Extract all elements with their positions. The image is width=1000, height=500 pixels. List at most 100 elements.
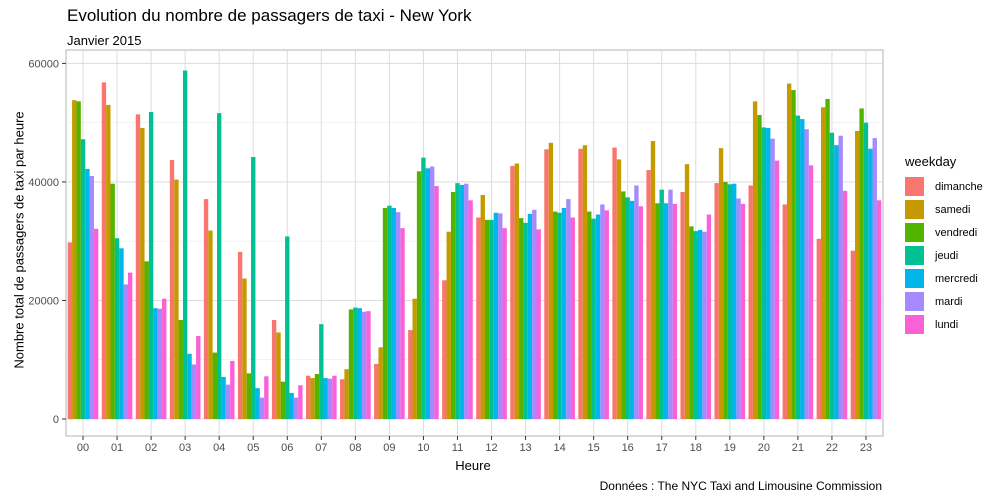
bar-samedi-08: [344, 369, 349, 419]
bar-samedi-12: [480, 194, 485, 419]
x-tick-label: 03: [179, 442, 191, 454]
bar-dimanche-04: [203, 199, 209, 419]
x-tick-label: 20: [758, 442, 770, 454]
y-tick-label: 60000: [28, 58, 59, 70]
bar-lundi-22: [842, 190, 848, 419]
bar-dimanche-13: [510, 165, 515, 419]
legend-item-lundi: lundi: [905, 313, 983, 336]
bar-samedi-14: [548, 142, 554, 420]
bar-mercredi-07: [323, 378, 328, 419]
bar-dimanche-06: [271, 320, 277, 419]
bar-mercredi-11: [459, 184, 465, 419]
bar-mardi-17: [668, 189, 673, 419]
bar-dimanche-16: [612, 147, 617, 420]
bar-samedi-20: [752, 101, 758, 420]
x-tick-label: 18: [690, 442, 702, 454]
legend: weekday dimanche samedi vendredi jeudi mercr…: [905, 154, 983, 336]
bar-samedi-21: [786, 83, 792, 420]
legend-label: lundi: [935, 318, 959, 331]
x-tick-label: 11: [452, 442, 463, 454]
bar-dimanche-12: [476, 217, 481, 419]
x-tick-label: 10: [417, 442, 429, 454]
bar-mercredi-01: [119, 248, 124, 419]
bar-dimanche-18: [680, 192, 685, 419]
bar-vendredi-16: [621, 191, 626, 419]
bar-mardi-02: [157, 308, 163, 419]
x-tick-label: 04: [213, 442, 225, 454]
bar-samedi-23: [855, 130, 860, 420]
bar-jeudi-19: [727, 184, 733, 419]
bar-vendredi-21: [791, 90, 796, 419]
x-tick-label: 06: [281, 442, 293, 454]
bar-mardi-19: [736, 198, 741, 419]
bar-jeudi-15: [591, 218, 596, 419]
bar-lundi-08: [366, 311, 371, 419]
legend-swatch: [905, 200, 924, 219]
bar-jeudi-00: [80, 139, 86, 419]
legend-item-mercredi: mercredi: [905, 267, 983, 290]
bar-mercredi-00: [85, 168, 90, 419]
bar-mardi-10: [430, 166, 435, 419]
bar-lundi-14: [570, 217, 575, 419]
bar-dimanche-20: [748, 185, 753, 419]
legend-swatch: [905, 292, 924, 311]
bar-samedi-00: [72, 100, 77, 420]
bar-jeudi-23: [863, 122, 869, 420]
legend-swatch: [905, 315, 924, 334]
y-tick-label: 20000: [28, 295, 59, 307]
bar-vendredi-02: [144, 261, 149, 419]
bar-lundi-09: [400, 228, 405, 419]
bar-mercredi-08: [357, 308, 362, 419]
bar-mardi-06: [293, 397, 299, 419]
bar-mercredi-06: [289, 392, 294, 419]
x-tick-label: 05: [247, 442, 259, 454]
x-tick-label: 09: [383, 442, 395, 454]
bar-mercredi-21: [800, 119, 805, 420]
bar-samedi-13: [514, 163, 519, 419]
bar-mardi-12: [498, 213, 503, 419]
chart-subtitle: Janvier 2015: [67, 33, 142, 48]
bar-jeudi-11: [455, 183, 460, 419]
bar-mercredi-02: [153, 308, 158, 419]
bar-mercredi-03: [187, 353, 192, 419]
bar-vendredi-18: [689, 226, 694, 419]
bar-mardi-11: [464, 183, 469, 419]
bar-jeudi-17: [659, 189, 664, 419]
bar-vendredi-04: [212, 352, 217, 419]
bar-samedi-19: [718, 148, 724, 419]
bar-samedi-03: [174, 179, 179, 419]
bar-dimanche-21: [782, 204, 787, 419]
bar-lundi-18: [706, 214, 712, 419]
bar-jeudi-12: [489, 219, 494, 419]
bar-mardi-21: [804, 129, 809, 419]
bar-mercredi-18: [697, 229, 703, 419]
y-tick-label: 0: [53, 414, 59, 426]
bar-mardi-16: [634, 185, 639, 419]
legend-swatch: [905, 269, 924, 288]
bar-mardi-00: [89, 176, 94, 419]
x-tick-label: 00: [77, 442, 89, 454]
bar-dimanche-15: [578, 148, 583, 419]
bar-vendredi-05: [246, 373, 252, 419]
bar-samedi-07: [310, 378, 315, 419]
legend-swatch: [905, 177, 924, 196]
bar-jeudi-21: [795, 115, 801, 420]
x-tick-label: 07: [315, 442, 327, 454]
bar-samedi-01: [106, 104, 111, 420]
bar-jeudi-09: [387, 205, 392, 419]
x-tick-label: 21: [792, 442, 804, 454]
bar-vendredi-08: [348, 309, 354, 419]
bar-lundi-05: [264, 376, 269, 419]
bar-samedi-16: [616, 159, 622, 420]
x-tick-label: 12: [485, 442, 497, 454]
bar-mercredi-12: [493, 212, 499, 419]
x-tick-label: 02: [145, 442, 157, 454]
bar-vendredi-22: [825, 98, 830, 420]
bar-lundi-17: [672, 203, 678, 419]
legend-items: dimanche samedi vendredi jeudi mercredi mardi…: [905, 175, 983, 336]
bar-jeudi-10: [421, 157, 426, 419]
bar-jeudi-14: [557, 212, 562, 419]
bar-samedi-15: [582, 145, 588, 420]
bar-dimanche-08: [340, 379, 345, 419]
bar-dimanche-17: [646, 170, 651, 419]
